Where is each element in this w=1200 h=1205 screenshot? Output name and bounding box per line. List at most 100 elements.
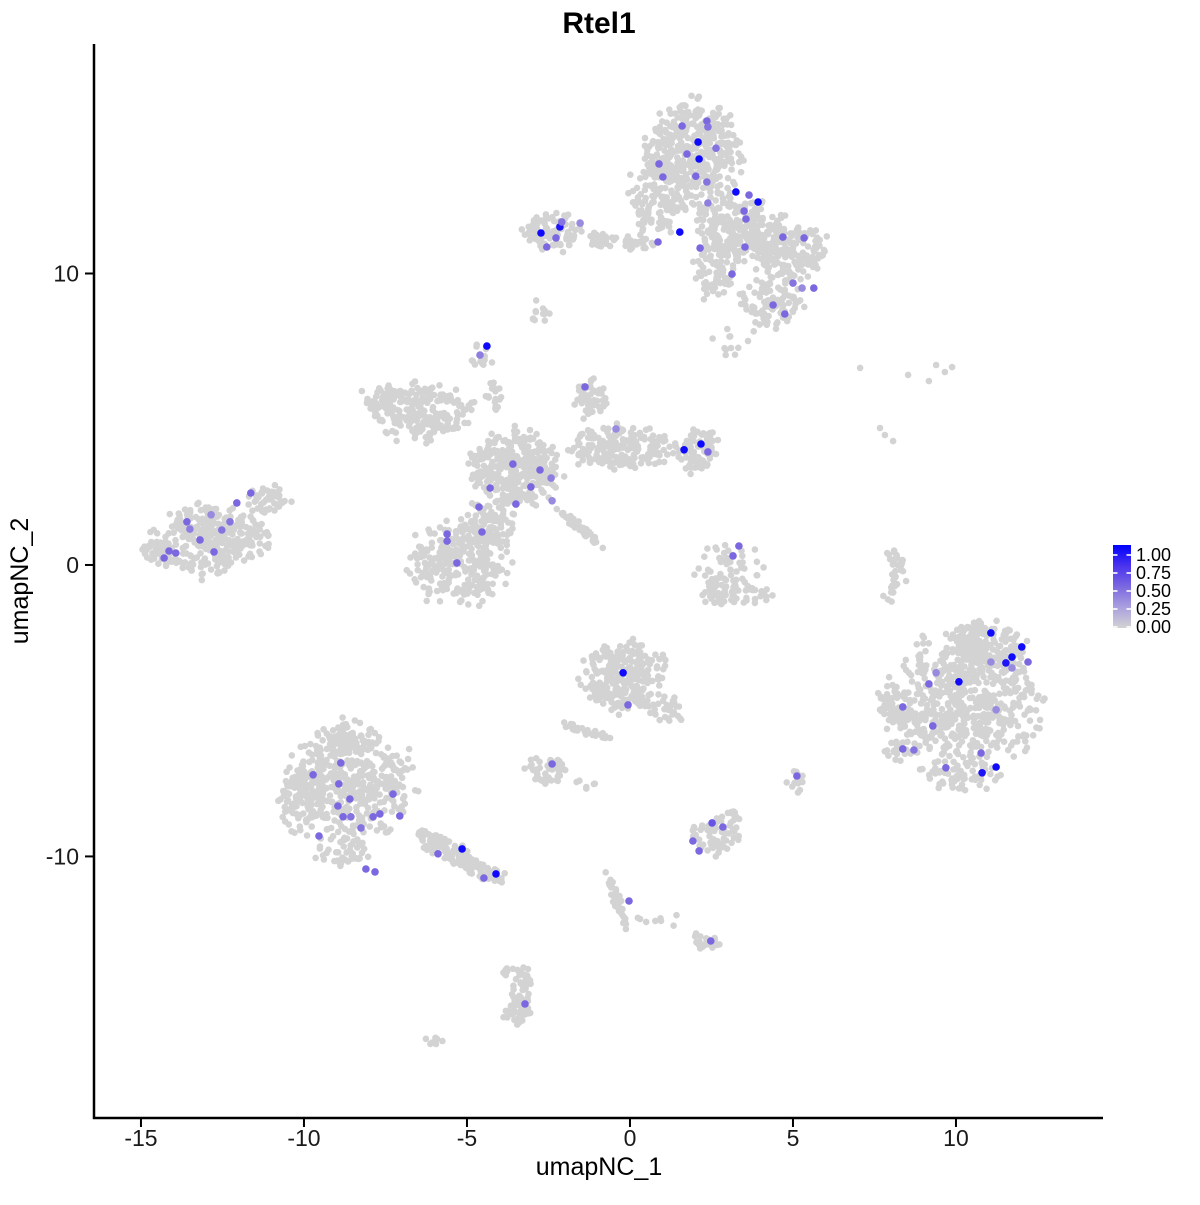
- cell-point: [666, 443, 673, 451]
- cell-point: [669, 209, 677, 217]
- cell-point: [627, 171, 634, 178]
- cell-point: [807, 227, 814, 234]
- cell-point: [1000, 726, 1007, 734]
- cell-point: [967, 687, 975, 695]
- cell-point: [334, 828, 342, 836]
- cell-point: [712, 450, 720, 458]
- cell-point: [415, 413, 422, 420]
- cell-point: [753, 558, 761, 566]
- cell-point: [480, 462, 488, 470]
- cell-point: [804, 243, 812, 250]
- cell-point: [467, 450, 474, 458]
- cell-point: [535, 445, 543, 453]
- cell-point: [502, 580, 509, 588]
- cell-point: [680, 144, 688, 151]
- cell-point: [655, 691, 662, 698]
- cell-point: [425, 585, 433, 592]
- cell-point: [353, 807, 360, 815]
- cell-point: [641, 219, 648, 226]
- cell-point: [739, 232, 746, 239]
- cell-point: [250, 527, 257, 534]
- cell-point: [560, 719, 568, 726]
- cell-point: [377, 387, 384, 394]
- cell-point: [436, 382, 443, 389]
- cell-point: [464, 419, 472, 427]
- cell-point: [996, 716, 1003, 724]
- cell-point: [498, 553, 505, 561]
- cell-point: [341, 825, 349, 833]
- cell-point: [655, 673, 662, 680]
- cell-point: [698, 191, 705, 198]
- cell-point: [347, 787, 354, 795]
- cell-point: [724, 174, 732, 182]
- cell-point: [782, 280, 789, 287]
- cell-point: [504, 485, 511, 492]
- cell-point: [922, 647, 929, 655]
- cell-point: [665, 164, 673, 171]
- cell-point: [960, 771, 968, 779]
- cell-point: [879, 705, 886, 712]
- cell-point: [629, 460, 637, 468]
- cell-point: [941, 758, 949, 765]
- cell-point: [583, 783, 590, 791]
- cell-point: [601, 643, 608, 650]
- cell-point: [578, 228, 585, 235]
- cell-point: [594, 447, 601, 455]
- cell-point: [354, 776, 361, 783]
- cell-point: [960, 754, 967, 761]
- cell-point: [471, 576, 479, 583]
- cell-point: [697, 167, 704, 174]
- cell-point: [488, 385, 496, 392]
- cell-point: [699, 591, 706, 599]
- cell-point: [951, 731, 958, 739]
- cell-point: [423, 597, 431, 605]
- cell-point: [571, 401, 578, 408]
- cell-point: [885, 752, 892, 759]
- cell-point: [769, 274, 776, 281]
- cell-point: [711, 123, 719, 130]
- cell-point: [706, 139, 714, 147]
- cell-point: [691, 571, 698, 578]
- cell-point: [482, 470, 489, 477]
- cell-point: [935, 784, 942, 792]
- cell-point: [626, 675, 633, 683]
- cell-point: [465, 460, 472, 467]
- cell-point: [187, 552, 194, 559]
- cell-point: [649, 441, 656, 448]
- cell-point: [533, 766, 540, 773]
- cell-point: [969, 737, 977, 744]
- cell-point: [671, 194, 678, 201]
- cell-point: [990, 636, 997, 643]
- cell-point: [152, 549, 159, 557]
- cell-point: [996, 690, 1003, 698]
- cell-point: [687, 470, 694, 478]
- cell-point: [529, 315, 537, 323]
- cell-point: [618, 677, 626, 685]
- cell-point: [651, 706, 658, 713]
- cell-point: [445, 415, 453, 422]
- cell-point: [547, 465, 555, 473]
- cell-point: [645, 691, 652, 699]
- cell-point: [713, 160, 721, 168]
- cell-point: [306, 758, 313, 766]
- cell-point: [570, 232, 578, 239]
- cell-point: [721, 344, 728, 352]
- cell-point: [660, 446, 667, 454]
- cell-point: [796, 297, 804, 304]
- cell-point: [367, 405, 374, 412]
- cell-point: [742, 296, 749, 304]
- cell-point: [982, 643, 990, 651]
- cell-point: [816, 242, 823, 249]
- cell-point: [288, 828, 295, 835]
- cell-point: [676, 134, 683, 142]
- cell-point: [540, 441, 547, 449]
- cell-point: [257, 550, 265, 558]
- cell-point: [715, 234, 722, 241]
- cell-point: [596, 656, 603, 664]
- cell-point: [390, 395, 398, 402]
- cell-point: [606, 734, 614, 742]
- cell-point: [326, 762, 334, 770]
- cell-point: [521, 449, 528, 456]
- cell-point: [525, 223, 532, 231]
- cell-point: [699, 216, 707, 224]
